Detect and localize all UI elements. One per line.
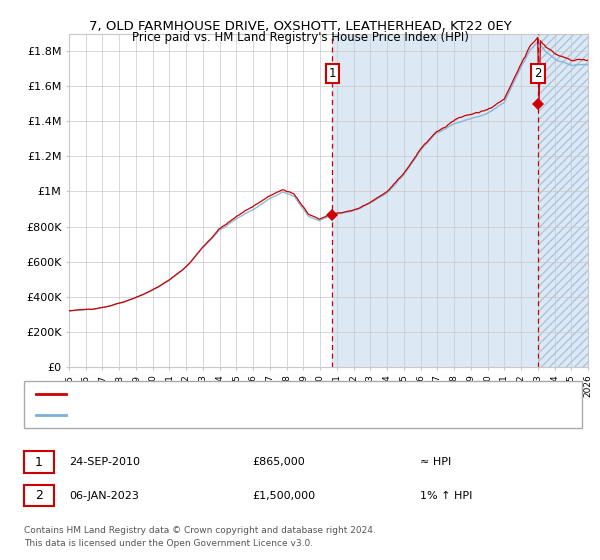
Bar: [332, 34, 538, 367]
Text: 7, OLD FARMHOUSE DRIVE, OXSHOTT, LEATHERHEAD, KT22 0EY (detached house): 7, OLD FARMHOUSE DRIVE, OXSHOTT, LEATHER…: [75, 389, 484, 399]
Text: 24-SEP-2010: 24-SEP-2010: [69, 457, 140, 467]
Text: 2: 2: [35, 489, 43, 502]
Text: 2: 2: [535, 67, 542, 80]
Text: This data is licensed under the Open Government Licence v3.0.: This data is licensed under the Open Gov…: [24, 539, 313, 548]
Text: Price paid vs. HM Land Registry's House Price Index (HPI): Price paid vs. HM Land Registry's House …: [131, 31, 469, 44]
Bar: [538, 34, 588, 367]
Text: 7, OLD FARMHOUSE DRIVE, OXSHOTT, LEATHERHEAD, KT22 0EY: 7, OLD FARMHOUSE DRIVE, OXSHOTT, LEATHER…: [89, 20, 511, 32]
Text: 1: 1: [35, 455, 43, 469]
Text: Contains HM Land Registry data © Crown copyright and database right 2024.: Contains HM Land Registry data © Crown c…: [24, 526, 376, 535]
Text: 06-JAN-2023: 06-JAN-2023: [69, 491, 139, 501]
Text: ≈ HPI: ≈ HPI: [420, 457, 451, 467]
Text: 1: 1: [329, 67, 336, 80]
Bar: [538, 34, 588, 367]
Text: 1% ↑ HPI: 1% ↑ HPI: [420, 491, 472, 501]
Text: HPI: Average price, detached house, Elmbridge: HPI: Average price, detached house, Elmb…: [75, 410, 310, 420]
Text: £865,000: £865,000: [252, 457, 305, 467]
Text: £1,500,000: £1,500,000: [252, 491, 315, 501]
